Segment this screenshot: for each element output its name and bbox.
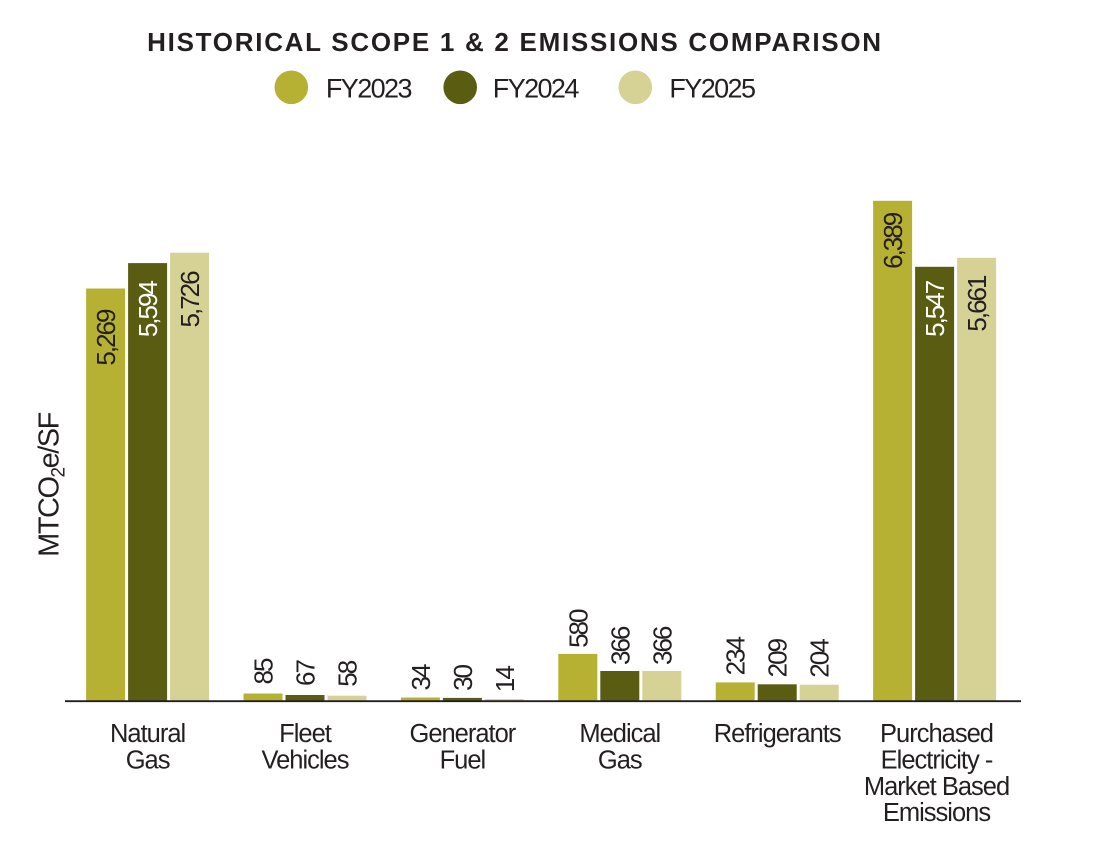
svg-text:34: 34: [406, 664, 436, 690]
svg-text:366: 366: [605, 626, 635, 665]
svg-text:580: 580: [563, 609, 593, 648]
svg-text:14: 14: [490, 666, 520, 692]
svg-text:FY2023: FY2023: [326, 74, 412, 104]
svg-text:5,726: 5,726: [175, 271, 205, 328]
svg-text:366: 366: [647, 626, 677, 665]
svg-text:FY2025: FY2025: [669, 74, 755, 104]
svg-text:5,594: 5,594: [133, 281, 163, 338]
svg-text:5,547: 5,547: [920, 280, 950, 337]
svg-text:5,269: 5,269: [91, 309, 121, 366]
svg-text:85: 85: [249, 658, 279, 684]
svg-text:FY2024: FY2024: [493, 74, 580, 104]
svg-text:67: 67: [291, 660, 321, 686]
svg-text:5,661: 5,661: [962, 275, 992, 332]
svg-text:209: 209: [763, 638, 793, 677]
svg-text:MTCO2e/SF: MTCO2e/SF: [34, 412, 70, 556]
svg-text:6,389: 6,389: [878, 212, 908, 269]
svg-text:58: 58: [333, 660, 363, 686]
svg-text:Refrigerants: Refrigerants: [714, 720, 841, 748]
svg-text:30: 30: [448, 664, 478, 690]
svg-text:204: 204: [805, 639, 835, 678]
svg-text:234: 234: [721, 636, 751, 675]
svg-text:HISTORICAL SCOPE 1 & 2 EMISSIO: HISTORICAL SCOPE 1 & 2 EMISSIONS COMPARI…: [147, 27, 883, 57]
